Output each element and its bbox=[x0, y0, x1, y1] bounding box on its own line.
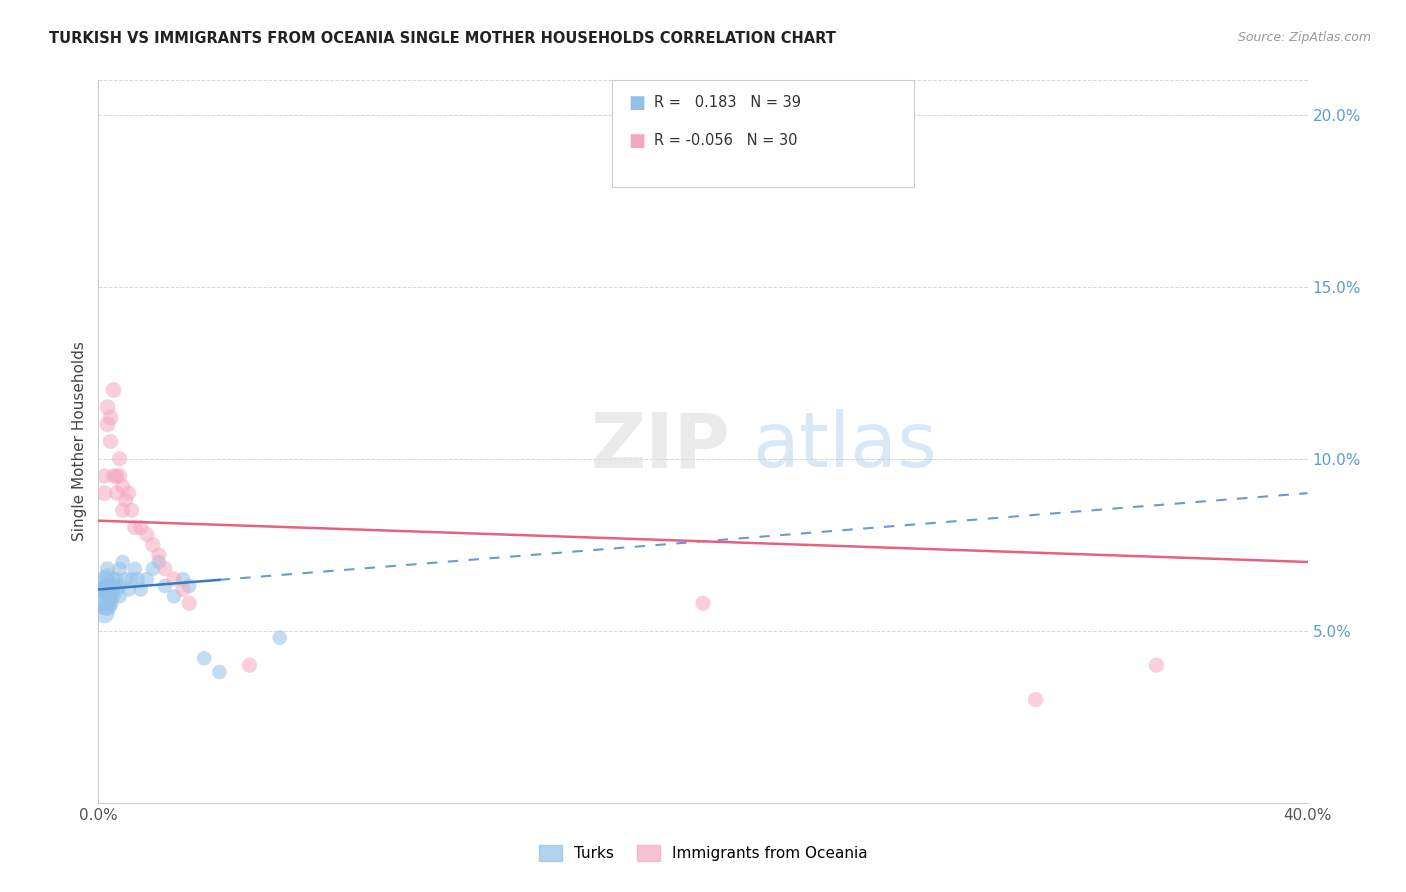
Point bbox=[103, 579, 125, 593]
Point bbox=[108, 579, 131, 593]
Point bbox=[90, 590, 112, 604]
Point bbox=[105, 582, 128, 597]
Point bbox=[163, 590, 186, 604]
Text: atlas: atlas bbox=[752, 409, 936, 483]
Point bbox=[121, 503, 143, 517]
Point bbox=[105, 572, 128, 586]
Point bbox=[127, 572, 149, 586]
Point bbox=[1024, 692, 1046, 706]
Point bbox=[93, 607, 115, 621]
Point bbox=[208, 665, 231, 679]
Point bbox=[118, 486, 141, 500]
Point bbox=[90, 579, 112, 593]
Point bbox=[100, 434, 122, 449]
Point bbox=[121, 572, 143, 586]
Point bbox=[100, 596, 122, 610]
Point bbox=[239, 658, 262, 673]
Point bbox=[111, 503, 134, 517]
Point bbox=[103, 590, 125, 604]
Point bbox=[142, 562, 165, 576]
Point bbox=[179, 596, 201, 610]
Point bbox=[114, 493, 136, 508]
Point bbox=[269, 631, 291, 645]
Point bbox=[96, 400, 118, 414]
Point bbox=[96, 417, 118, 432]
Text: ■: ■ bbox=[628, 132, 645, 150]
Point bbox=[96, 590, 118, 604]
Point bbox=[103, 469, 125, 483]
Point bbox=[129, 582, 152, 597]
Point bbox=[142, 538, 165, 552]
Point bbox=[148, 548, 170, 562]
Point bbox=[153, 562, 176, 576]
Point bbox=[93, 582, 115, 597]
Point bbox=[124, 562, 146, 576]
Point bbox=[163, 572, 186, 586]
Point bbox=[111, 555, 134, 569]
Point bbox=[118, 582, 141, 597]
Text: ZIP: ZIP bbox=[591, 409, 730, 483]
Point bbox=[124, 520, 146, 534]
Point bbox=[96, 568, 118, 582]
Point bbox=[108, 590, 131, 604]
Point bbox=[103, 383, 125, 397]
Text: R = -0.056   N = 30: R = -0.056 N = 30 bbox=[654, 134, 797, 148]
Text: TURKISH VS IMMIGRANTS FROM OCEANIA SINGLE MOTHER HOUSEHOLDS CORRELATION CHART: TURKISH VS IMMIGRANTS FROM OCEANIA SINGL… bbox=[49, 31, 837, 46]
Point bbox=[103, 572, 125, 586]
Point bbox=[108, 562, 131, 576]
Point bbox=[96, 599, 118, 614]
Point bbox=[172, 572, 194, 586]
Point bbox=[111, 479, 134, 493]
Point bbox=[93, 469, 115, 483]
Point bbox=[135, 527, 157, 541]
Point bbox=[193, 651, 215, 665]
Point bbox=[129, 520, 152, 534]
Point bbox=[148, 555, 170, 569]
Point bbox=[96, 562, 118, 576]
Point bbox=[100, 582, 122, 597]
Point bbox=[114, 572, 136, 586]
Text: R =   0.183   N = 39: R = 0.183 N = 39 bbox=[654, 95, 801, 110]
Text: ■: ■ bbox=[628, 94, 645, 112]
Legend: Turks, Immigrants from Oceania: Turks, Immigrants from Oceania bbox=[533, 839, 873, 867]
Point bbox=[93, 486, 115, 500]
Point bbox=[179, 579, 201, 593]
Point bbox=[135, 572, 157, 586]
Point bbox=[172, 582, 194, 597]
Point bbox=[692, 596, 714, 610]
Point bbox=[93, 596, 115, 610]
Point bbox=[100, 410, 122, 425]
Point bbox=[93, 572, 115, 586]
Point bbox=[105, 469, 128, 483]
Point bbox=[1144, 658, 1167, 673]
Point bbox=[108, 451, 131, 466]
Point bbox=[153, 579, 176, 593]
Point bbox=[96, 579, 118, 593]
Point bbox=[108, 469, 131, 483]
Point bbox=[105, 486, 128, 500]
Y-axis label: Single Mother Households: Single Mother Households bbox=[72, 342, 87, 541]
Point bbox=[100, 590, 122, 604]
Text: Source: ZipAtlas.com: Source: ZipAtlas.com bbox=[1237, 31, 1371, 45]
